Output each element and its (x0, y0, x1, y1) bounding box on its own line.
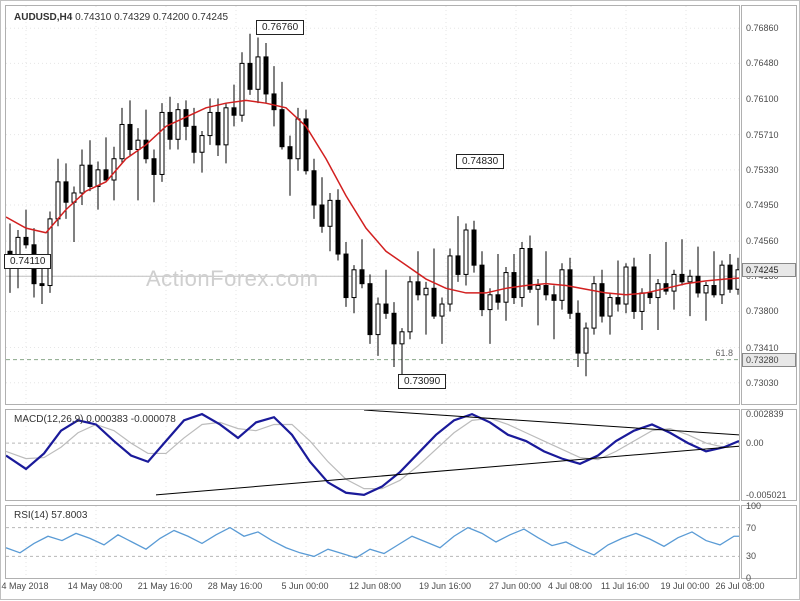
x-tick: 26 Jul 08:00 (715, 581, 764, 591)
x-tick: 11 Jul 16:00 (601, 581, 649, 591)
symbol-header: AUDUSD,H4 0.74310 0.74329 0.74200 0.7424… (14, 12, 228, 23)
price-y-tick: 0.74560 (746, 236, 779, 246)
macd-name: MACD(12,26,9) (14, 414, 83, 425)
ohlc-h: 0.74329 (114, 12, 150, 23)
rsi-y-tick: 70 (746, 523, 756, 533)
price-annotation: 0.74830 (456, 154, 504, 169)
rsi-svg (6, 506, 739, 578)
rsi-label: RSI(14) 57.8003 (14, 510, 87, 521)
ohlc-o: 0.74310 (75, 12, 111, 23)
fib-label: 61.8 (715, 348, 733, 358)
rsi-y-tick: 100 (746, 501, 761, 511)
x-tick: 19 Jul 00:00 (660, 581, 709, 591)
macd-y-tick: -0.005021 (746, 490, 787, 500)
x-tick: 12 Jun 08:00 (349, 581, 401, 591)
symbol: AUDUSD,H4 (14, 12, 72, 23)
price-annotation: 0.74110 (4, 254, 51, 269)
x-tick: 27 Jun 00:00 (489, 581, 541, 591)
price-y-tick: 0.76480 (746, 58, 779, 68)
rsi-value: 57.8003 (51, 510, 87, 521)
x-tick: 14 May 08:00 (68, 581, 123, 591)
rsi-y-axis: 10070300 (741, 505, 797, 579)
price-y-tick: 0.75710 (746, 130, 779, 140)
price-y-tick: 0.73410 (746, 343, 779, 353)
time-axis: 4 May 201814 May 08:0021 May 16:0028 May… (5, 581, 740, 597)
macd-y-tick: 0.002839 (746, 409, 784, 419)
price-y-tick: 0.76860 (746, 23, 779, 33)
macd-y-tick: 0.00 (746, 438, 764, 448)
x-tick: 4 May 2018 (1, 581, 48, 591)
price-y-tick: 0.75330 (746, 165, 779, 175)
macd-v1: 0.000383 (86, 414, 128, 425)
price-annotation: 0.73090 (398, 374, 446, 389)
price-panel[interactable]: AUDUSD,H4 0.74310 0.74329 0.74200 0.7424… (5, 5, 740, 405)
price-chart-svg (6, 6, 739, 404)
watermark: ActionForex.com (146, 266, 319, 292)
ohlc-c: 0.74245 (192, 12, 228, 23)
price-y-tick: 0.76100 (746, 94, 779, 104)
rsi-panel[interactable]: RSI(14) 57.8003 (5, 505, 740, 579)
ohlc-l: 0.74200 (153, 12, 189, 23)
rsi-name: RSI(14) (14, 510, 48, 521)
x-tick: 28 May 16:00 (208, 581, 263, 591)
price-annotation: 0.76760 (256, 20, 304, 35)
price-y-axis: 0.76860 0.76480 0.76100 0.75710 0.75330 0.749… (741, 5, 797, 405)
macd-label: MACD(12,26,9) 0.000383 -0.000078 (14, 414, 176, 425)
x-tick: 5 Jun 00:00 (281, 581, 328, 591)
x-tick: 19 Jun 16:00 (419, 581, 471, 591)
current-price-badge: 0.74245 (742, 263, 796, 277)
fib-price-badge: 0.73280 (742, 353, 796, 367)
price-y-tick: 0.73800 (746, 306, 779, 316)
macd-v2: -0.000078 (131, 414, 176, 425)
rsi-y-tick: 30 (746, 551, 756, 561)
x-tick: 21 May 16:00 (138, 581, 193, 591)
macd-panel[interactable]: MACD(12,26,9) 0.000383 -0.000078 (5, 409, 740, 501)
price-y-tick: 0.74950 (746, 200, 779, 210)
x-tick: 4 Jul 08:00 (548, 581, 592, 591)
price-y-tick: 0.73030 (746, 378, 779, 388)
macd-y-axis: 0.002839 0.00 -0.005021 (741, 409, 797, 501)
forex-chart: AUDUSD,H4 0.74310 0.74329 0.74200 0.7424… (1, 1, 800, 601)
